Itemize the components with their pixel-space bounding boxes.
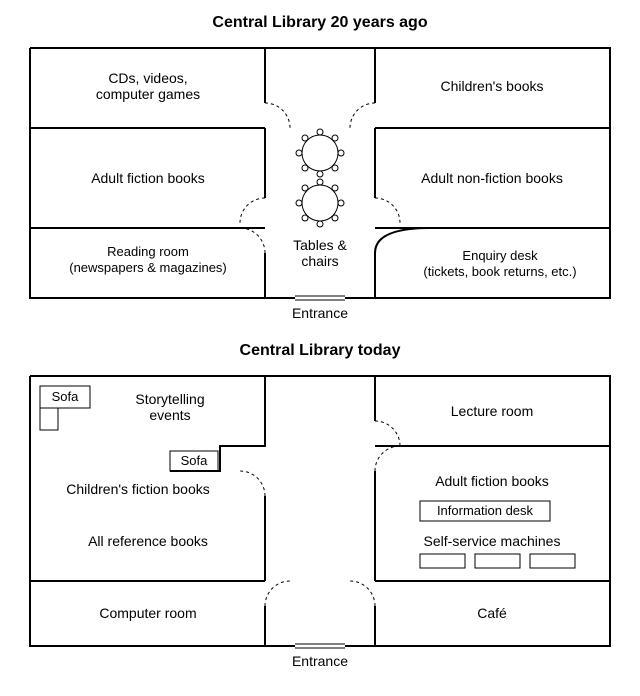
past-entrance: Entrance <box>292 305 348 321</box>
today-entrance: Entrance <box>292 653 348 669</box>
today-sofa-2: Sofa <box>181 453 209 468</box>
past-plan: CDs, videos,computer games Children's bo… <box>20 38 620 338</box>
today-plan: Sofa Sofa Storytellingevents Lecture roo… <box>20 366 620 686</box>
past-center-2: chairs <box>301 253 338 269</box>
today-lecture: Lecture room <box>451 403 533 419</box>
today-story-2: events <box>149 407 190 423</box>
today-adult: Adult fiction books <box>435 473 549 489</box>
past-title: Central Library 20 years ago <box>10 14 630 32</box>
past-room-tl-1: CDs, videos, <box>108 70 187 86</box>
past-room-tl-2: computer games <box>96 86 200 102</box>
past-room-br-2: (tickets, book returns, etc.) <box>423 264 576 279</box>
past-room-bl-1: Reading room <box>107 244 189 259</box>
svg-text:Enquiry desk(tickets, book ret: Enquiry desk(tickets, book returns, etc.… <box>423 248 576 279</box>
svg-text:Storytellingevents: Storytellingevents <box>135 391 204 423</box>
past-room-br-1: Enquiry desk <box>462 248 538 263</box>
today-sofa-1: Sofa <box>52 389 80 404</box>
tables-chairs-icon <box>296 129 344 227</box>
today-children: Children's fiction books <box>66 481 210 497</box>
past-center-1: Tables & <box>293 237 347 253</box>
today-title: Central Library today <box>10 342 630 360</box>
svg-text:Reading room(newspapers & maga: Reading room(newspapers & magazines) <box>69 244 227 275</box>
today-story-1: Storytelling <box>135 391 204 407</box>
past-room-mr: Adult non-fiction books <box>421 170 563 186</box>
today-cafe: Café <box>477 605 507 621</box>
today-allref: All reference books <box>88 533 208 549</box>
past-room-ml: Adult fiction books <box>91 170 205 186</box>
svg-text:Tables &chairs: Tables &chairs <box>293 237 347 269</box>
today-selfservice: Self-service machines <box>424 533 561 549</box>
past-room-tr: Children's books <box>440 78 543 94</box>
today-info: Information desk <box>437 503 534 518</box>
past-room-bl-2: (newspapers & magazines) <box>69 260 227 275</box>
today-computer: Computer room <box>99 605 196 621</box>
svg-text:CDs, videos,computer games: CDs, videos,computer games <box>96 70 200 102</box>
